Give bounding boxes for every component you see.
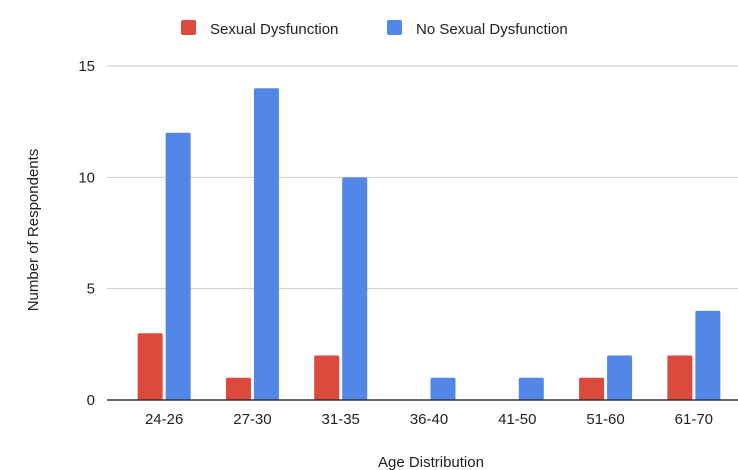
x-tick-label-31-35: 31-35 (322, 411, 360, 428)
y-tick-label-5: 5 (87, 281, 95, 298)
x-axis-title: Age Distribution (378, 454, 484, 470)
y-tick-label-15: 15 (78, 58, 95, 75)
bar-sexual-dysfunction-31-35 (314, 355, 340, 400)
x-tick-label-51-60: 51-60 (586, 411, 624, 428)
legend-label-sexual-dysfunction: Sexual Dysfunction (210, 21, 338, 38)
bar-no-sexual-dysfunction-27-30 (253, 88, 279, 401)
bar-sexual-dysfunction-27-30 (225, 377, 251, 400)
gridlines (107, 65, 738, 290)
bars (137, 88, 721, 401)
bar-no-sexual-dysfunction-24-26 (165, 132, 191, 401)
y-tick-label-0: 0 (87, 392, 95, 409)
legend: Sexual Dysfunction No Sexual Dysfunction (181, 20, 568, 38)
legend-label-no-sexual-dysfunction: No Sexual Dysfunction (416, 21, 568, 38)
legend-swatch-sexual-dysfunction (181, 20, 196, 35)
x-tick-label-41-50: 41-50 (498, 411, 536, 428)
bar-no-sexual-dysfunction-51-60 (607, 355, 633, 400)
bar-no-sexual-dysfunction-61-70 (695, 310, 721, 400)
x-tick-label-27-30: 27-30 (233, 411, 271, 428)
bar-no-sexual-dysfunction-41-50 (518, 377, 544, 400)
bar-sexual-dysfunction-24-26 (137, 333, 163, 400)
x-tick-label-36-40: 36-40 (410, 411, 448, 428)
x-tick-label-61-70: 61-70 (675, 411, 713, 428)
bar-no-sexual-dysfunction-36-40 (430, 377, 456, 400)
legend-swatch-no-sexual-dysfunction (387, 20, 402, 35)
bar-sexual-dysfunction-51-60 (579, 377, 605, 400)
tick-labels: 0 5 10 15 24-26 27-30 31-35 36-40 41-50 51-60 61-7… (78, 58, 713, 428)
y-axis-title: Number of Respondents (25, 149, 42, 312)
y-tick-label-10: 10 (78, 169, 95, 186)
bar-no-sexual-dysfunction-31-35 (342, 177, 368, 400)
x-tick-label-24-26: 24-26 (145, 411, 183, 428)
bar-sexual-dysfunction-61-70 (667, 355, 693, 400)
